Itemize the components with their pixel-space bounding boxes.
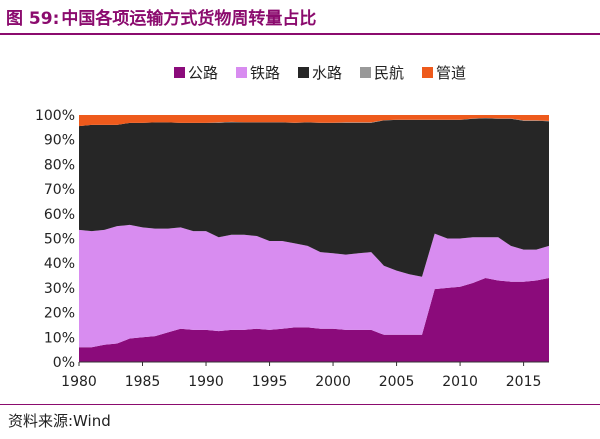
area-series-group bbox=[79, 115, 549, 362]
y-tick-label: 100% bbox=[35, 108, 75, 124]
chart-axes: 0% 10% 20% 30% 40% 50% 60% 70% 80% 90% 100% 1980 198… bbox=[35, 108, 549, 390]
legend-label: 铁路 bbox=[250, 64, 280, 82]
legend-item-5: 管道 bbox=[422, 64, 466, 82]
source-note: 资料来源:Wind bbox=[8, 412, 111, 430]
legend-item-1: 公路 bbox=[174, 64, 218, 82]
legend-item-3: 水路 bbox=[298, 64, 342, 82]
x-tick-label: 1990 bbox=[188, 374, 224, 390]
y-tick-label: 40% bbox=[44, 256, 75, 272]
y-tick-label: 0% bbox=[53, 355, 75, 371]
area-series-3 bbox=[79, 118, 549, 277]
legend-label: 民航 bbox=[374, 64, 404, 82]
x-tick-label: 1985 bbox=[125, 374, 161, 390]
chart-legend: 公路 铁路 水路 民航 管道 bbox=[174, 64, 466, 82]
x-tick-label: 2015 bbox=[506, 374, 542, 390]
x-tick-label: 2000 bbox=[315, 374, 351, 390]
y-tick-label: 90% bbox=[44, 133, 75, 149]
x-tick-label: 2010 bbox=[442, 374, 478, 390]
y-tick-label: 50% bbox=[44, 232, 75, 248]
legend-swatch bbox=[236, 67, 247, 78]
y-tick-label: 80% bbox=[44, 157, 75, 173]
legend-swatch bbox=[174, 67, 185, 78]
title-divider bbox=[0, 33, 600, 35]
legend-label: 公路 bbox=[188, 64, 218, 82]
area-series-1 bbox=[79, 278, 549, 362]
y-tick-label: 30% bbox=[44, 281, 75, 297]
figure-title-text: 中国各项运输方式货物周转量占比 bbox=[61, 9, 317, 29]
legend-swatch bbox=[298, 67, 309, 78]
y-tick-label: 20% bbox=[44, 306, 75, 322]
area-series-2 bbox=[79, 224, 549, 348]
stacked-area-chart: 公路 铁路 水路 民航 管道 0% 10% 20% 30% 40% 50% 60% 70% 80% 90%… bbox=[35, 64, 549, 390]
legend-label: 管道 bbox=[436, 64, 466, 82]
legend-label: 水路 bbox=[312, 64, 342, 82]
area-series-5 bbox=[79, 115, 549, 127]
legend-swatch bbox=[422, 67, 433, 78]
y-tick-label: 70% bbox=[44, 182, 75, 198]
y-tick-label: 60% bbox=[44, 207, 75, 223]
figure-title: 图 59: 中国各项运输方式货物周转量占比 bbox=[6, 4, 316, 29]
x-tick-label: 2005 bbox=[379, 374, 415, 390]
legend-swatch bbox=[360, 67, 371, 78]
x-tick-label: 1980 bbox=[61, 374, 97, 390]
legend-item-2: 铁路 bbox=[236, 64, 280, 82]
legend-item-4: 民航 bbox=[360, 64, 404, 82]
x-tick-label: 1995 bbox=[252, 374, 288, 390]
figure-number: 图 59: bbox=[6, 9, 60, 29]
y-tick-label: 10% bbox=[44, 330, 75, 346]
source-divider bbox=[0, 404, 600, 405]
